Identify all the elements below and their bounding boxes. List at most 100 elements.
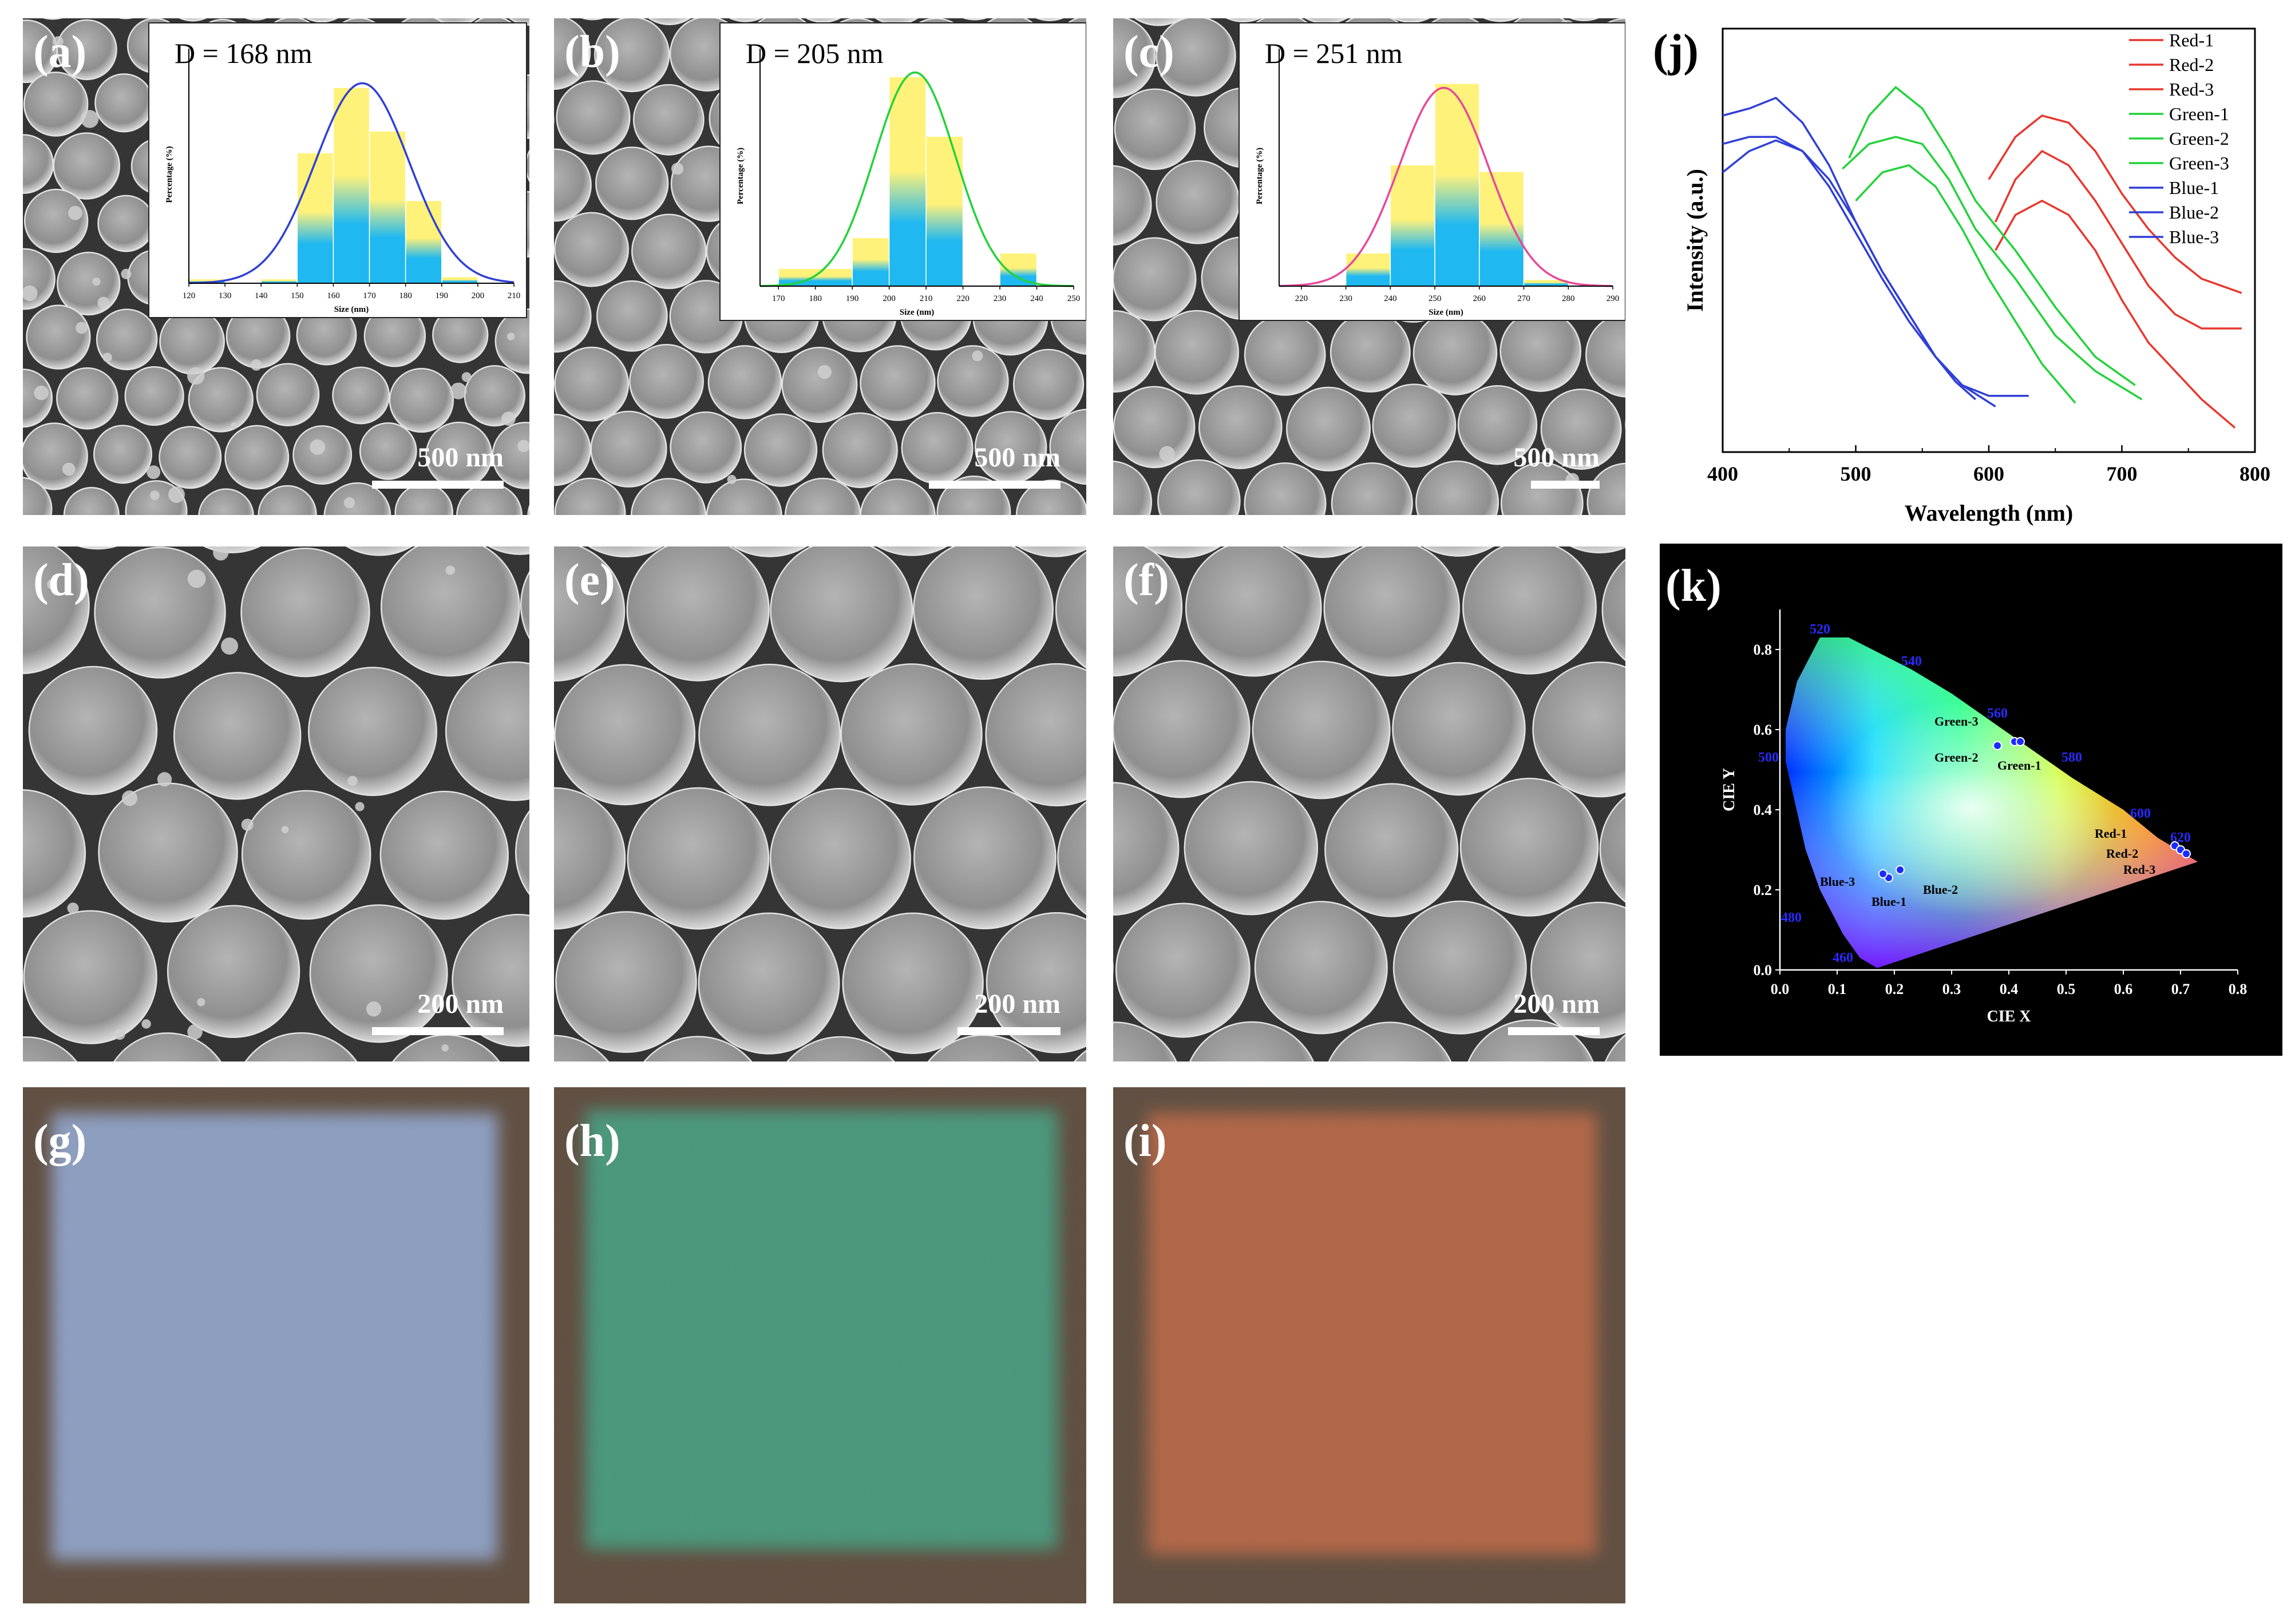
- sem-particle: [1189, 1021, 1315, 1061]
- x-tick-label: 290: [1607, 294, 1620, 303]
- sem-particle: [1115, 902, 1251, 1038]
- sem-particle: [913, 546, 1054, 680]
- sem-particle: [769, 787, 911, 929]
- y-tick-label: 0.6: [1754, 722, 1772, 738]
- sem-particle: [554, 787, 626, 930]
- sem-particle: [743, 413, 818, 487]
- x-tick-label: 180: [809, 294, 822, 303]
- sem-debris: [441, 1044, 449, 1052]
- sem-debris: [150, 490, 160, 500]
- sem-particle: [729, 18, 762, 22]
- sem-particle: [124, 366, 184, 426]
- sem-debris: [114, 1028, 125, 1040]
- sem-particle: [1586, 462, 1625, 515]
- sem-particle: [464, 365, 525, 427]
- y-axis-label: Intensity (a.u.): [1682, 169, 1708, 312]
- sem-particle: [927, 1034, 1040, 1061]
- sem-particle: [96, 308, 158, 371]
- x-tick-label: 230: [994, 294, 1007, 303]
- sem-particle: [488, 546, 529, 555]
- sem-particle: [1604, 1034, 1625, 1061]
- cie-point-label: Blue-2: [1923, 882, 1958, 897]
- x-tick-label: 170: [772, 294, 785, 303]
- x-tick-label: 240: [1030, 294, 1043, 303]
- x-tick-label: 240: [1384, 294, 1397, 303]
- sem-panel-e: 200 nm (e): [554, 546, 1086, 1061]
- sem-particle: [520, 571, 529, 640]
- mean-diameter-label: D = 251 nm: [1265, 37, 1403, 69]
- sem-particle: [23, 72, 89, 137]
- panel-label: (c): [1123, 27, 1174, 77]
- sem-particle: [23, 910, 157, 1044]
- photo-image-g: (g): [23, 1087, 529, 1603]
- sem-particle: [167, 905, 300, 1038]
- panel-label: (b): [564, 27, 620, 77]
- sem-particle: [1156, 18, 1236, 97]
- sem-particle: [345, 546, 413, 556]
- sem-particle: [28, 666, 158, 795]
- sem-particle: [492, 422, 529, 489]
- wavelength-label: 480: [1781, 910, 1802, 925]
- x-tick-label: 280: [1562, 294, 1575, 303]
- x-tick-label: 0.0: [1771, 981, 1790, 997]
- x-tick-label: 250: [1429, 294, 1442, 303]
- sem-particle: [1185, 546, 1322, 677]
- histogram-bar: [1479, 171, 1525, 287]
- sem-particle: [1252, 660, 1391, 799]
- sem-particle: [963, 18, 987, 21]
- sem-particle: [840, 663, 983, 806]
- wavelength-label: 600: [2130, 806, 2151, 821]
- histogram-inset: 170 180 190 200 210 220 230 240 250 Size (nm) Perc…: [719, 22, 1086, 321]
- sem-particle: [527, 504, 529, 515]
- sem-particle: [1457, 385, 1538, 465]
- sem-particle: [556, 80, 631, 155]
- sem-particle: [323, 482, 391, 515]
- cie-point-blue-2: [1896, 865, 1905, 874]
- sem-particle: [308, 667, 437, 797]
- sem-particle: [1244, 462, 1327, 515]
- histogram-bar: [1390, 164, 1435, 287]
- sem-particle: [1049, 409, 1086, 485]
- sem-particle: [770, 546, 913, 683]
- sem-debris: [53, 36, 64, 47]
- series-line-red-1: [1988, 114, 2242, 294]
- series-line-green-2: [1842, 136, 2143, 401]
- sem-particle: [159, 308, 225, 375]
- x-tick-label: 800: [2239, 462, 2270, 485]
- series-line-blue-3: [1722, 139, 1996, 407]
- sem-particle: [554, 346, 630, 422]
- panel-label: (g): [33, 1116, 86, 1166]
- sem-particle: [256, 363, 320, 426]
- sem-debris: [250, 359, 262, 371]
- sem-particle: [452, 914, 529, 1047]
- sem-particle: [1540, 389, 1622, 470]
- sem-particle: [732, 546, 808, 557]
- sem-debris: [501, 411, 516, 426]
- series-line-green-3: [1855, 164, 2076, 404]
- sem-debris: [221, 637, 239, 655]
- cie-point-label: Red-3: [2123, 862, 2155, 877]
- sem-debris: [97, 296, 110, 309]
- histogram-bar: [1434, 83, 1480, 287]
- sem-particle: [1113, 460, 1152, 515]
- legend-label: Red-1: [2169, 30, 2214, 50]
- sem-particle: [1532, 662, 1625, 798]
- y-axis-label: Percentage (%): [165, 146, 174, 203]
- sem-particle: [581, 18, 604, 21]
- sem-particle: [57, 251, 121, 316]
- x-tick-label: 500: [1841, 462, 1871, 485]
- sem-debris: [343, 497, 355, 509]
- sem-particle: [1422, 546, 1494, 557]
- panel-label: (e): [564, 555, 615, 605]
- sem-debris: [671, 163, 684, 175]
- scale-bar-label: 200 nm: [417, 989, 504, 1019]
- legend-label: Red-2: [2169, 54, 2214, 75]
- sem-particle: [1143, 546, 1221, 559]
- sem-particle: [842, 912, 984, 1054]
- sem-particle: [630, 478, 707, 515]
- wavelength-label: 520: [1810, 622, 1830, 637]
- sem-image-c: 500 nm (c) 220 230 240 250 260 270 280 290 Size (n…: [1113, 18, 1625, 515]
- sem-particle: [1113, 546, 1183, 677]
- sem-debris: [230, 422, 238, 430]
- cie-point-green-3: [2016, 737, 2025, 746]
